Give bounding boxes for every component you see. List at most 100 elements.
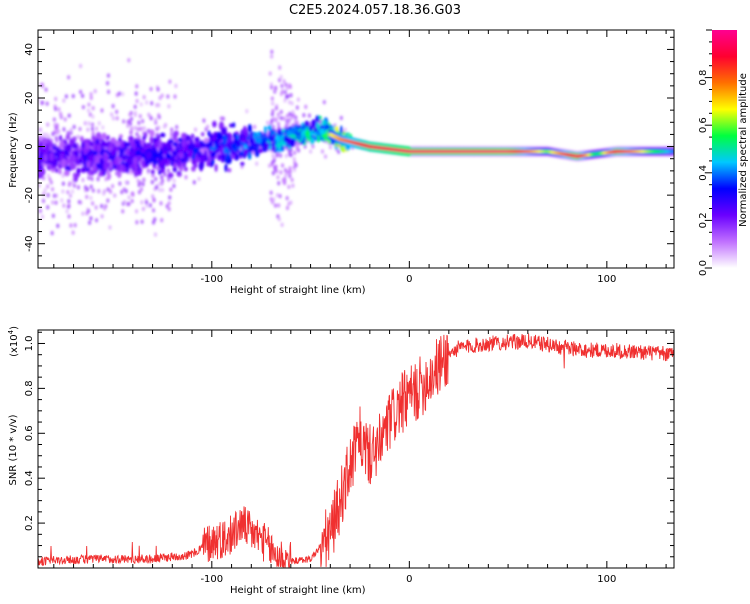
spectrogram-speckle [50,230,54,236]
spectrogram-blob [242,153,247,159]
spectrogram-blob [76,167,81,175]
spectrogram-speckle [44,87,48,92]
spectrogram-blob [134,139,140,147]
spectrogram-speckle [151,194,155,199]
spectrogram-blob [156,151,163,160]
spectrogram-speckle [146,168,151,173]
spectrogram-speckle [96,176,100,182]
spectrogram-blob [309,130,314,137]
spectrogram-speckle [137,120,141,126]
spectrogram-speckle [90,126,95,132]
spectrogram-blob [65,133,71,141]
spectrogram-speckle [64,94,68,99]
spectrogram-blob [170,156,175,163]
spectrogram-speckle [283,168,288,173]
spectrogram-blob [263,125,267,135]
spectrogram-speckle [118,181,122,186]
spectrogram-speckle [55,123,59,128]
spectrogram-speckle [156,87,160,92]
spectrogram-speckle [291,183,295,188]
spectrogram-blob [74,143,78,149]
spectrogram-blob [193,162,198,169]
spectrogram-blob [93,155,98,162]
spectrogram-blob [220,127,227,135]
spectrogram-blob [127,156,133,166]
spectrogram-speckle [158,181,162,187]
spectrogram-blob [224,163,228,173]
spectrogram-blob [171,150,178,157]
spectrogram-blob [220,158,225,163]
spectrogram-blob [137,154,143,161]
spectrogram-speckle [273,167,277,173]
spectrogram-speckle [273,203,278,208]
spectrogram-blob [234,153,240,161]
spectrogram-speckle [271,101,275,106]
spectrogram-speckle [127,57,131,63]
spectrogram-blob [276,141,282,149]
spectrogram-speckle [279,115,283,121]
spectrogram-blob [140,148,145,154]
spectrogram-speckle [46,205,50,210]
spectrogram-blob [256,136,262,144]
spectrogram-speckle [165,204,169,209]
colorbar-tick-label: 0.8 [698,70,709,86]
spectrogram-speckle [296,97,300,102]
spectrogram-blob [104,163,108,172]
spectrogram-speckle [160,178,165,183]
spectrogram-speckle [173,94,177,99]
spectrogram-speckle [255,161,259,166]
spectrogram-speckle [89,216,93,221]
spectrogram-speckle [48,176,52,182]
spectrogram-speckle [100,214,104,219]
spectrogram-blob [102,141,107,148]
spectrogram-speckle [149,116,153,121]
spectrogram-speckle [287,184,291,190]
spectrogram-speckle [172,183,176,189]
spectrogram-blob [210,152,216,158]
spectrogram-speckle [117,91,122,96]
spectrogram-blob [106,135,110,141]
snr-x-axis-label: Height of straight line (km) [230,585,366,596]
spectrogram-blob [277,130,282,136]
spectrogram-blob [38,135,43,141]
spectrogram-speckle [115,109,119,115]
figure-title: C2E5.2024.057.18.36.G03 [289,3,461,18]
spectrogram-speckle [87,121,91,126]
spectrogram-speckle [274,106,279,111]
spectrogram-speckle [67,214,71,219]
spectrogram-speckle [135,98,139,104]
spectrogram-blob [321,119,327,126]
spectrogram-blob [223,147,229,155]
spectrogram-speckle [145,100,149,105]
spectrogram-blob [300,130,305,138]
spectrogram-speckle [130,126,134,131]
spectrogram-speckle [184,175,188,180]
spectrogram-y-tick-label: -40 [24,236,35,252]
spectrogram-speckle [38,183,41,188]
spectrogram-x-tick-label: -100 [200,274,223,285]
snr-ticks: -100 0 100 0.2 0.4 0.6 0.8 1.0 [24,330,674,585]
spectrogram-speckle [279,153,283,158]
spectrogram-speckle [133,104,137,110]
spectrogram-blob [313,135,318,141]
spectrogram-speckle [94,126,99,131]
spectrogram-speckle [90,176,94,181]
colorbar-gradient [712,30,737,268]
spectrogram-speckle [52,117,56,122]
spectrogram-speckle [111,116,116,121]
spectrogram-blob [153,141,159,150]
spectrogram-speckle [40,100,44,106]
spectrogram-blob [58,134,63,142]
colorbar-tick-label: 0.2 [698,212,709,228]
spectrogram-blob [143,151,149,157]
spectrogram-speckle [91,188,95,193]
spectrogram-speckle [278,193,282,199]
spectrogram-speckle [287,121,291,126]
spectrogram-speckle [271,124,276,130]
spectrogram-speckle [148,203,152,208]
spectrogram-speckle [78,126,82,132]
spectrogram-speckle [275,153,279,158]
spectrogram-speckle [145,203,149,208]
spectrogram-speckle [97,121,101,126]
spectrogram-speckle [90,122,95,127]
